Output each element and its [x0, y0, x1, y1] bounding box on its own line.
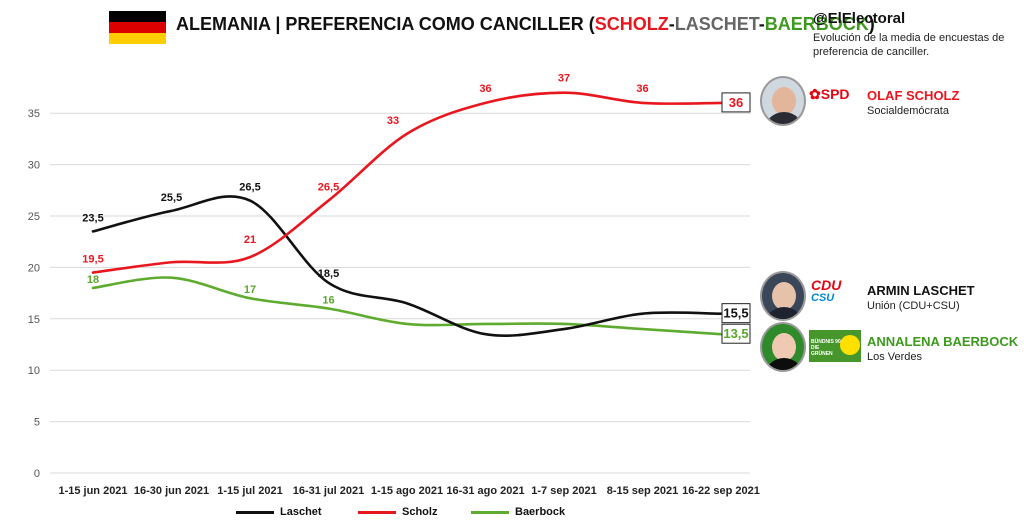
data-label-scholz: 36	[729, 95, 743, 110]
flag-stripe-black	[109, 11, 166, 22]
y-tick-label: 10	[28, 365, 40, 377]
legend-label-scholz: Scholz	[402, 506, 438, 518]
scholz-photo	[760, 76, 806, 126]
x-tick-label: 16-31 jul 2021	[293, 485, 365, 497]
data-label-scholz: 36	[479, 83, 491, 95]
candidate-laschet: CDU CSU ARMIN LASCHET Unión (CDU+CSU)	[760, 271, 1020, 327]
x-tick-label: 16-22 sep 2021	[682, 485, 760, 497]
candidate-party-baerbock: Los Verdes	[867, 351, 923, 363]
data-label-laschet: 23,5	[82, 212, 103, 224]
legend-item-scholz: Scholz	[358, 506, 437, 518]
legend-swatch-baerbock	[471, 510, 509, 514]
csu-logo-text: CSU	[811, 292, 835, 304]
title-prefix: ALEMANIA | PREFERENCIA COMO CANCILLER (	[176, 14, 595, 34]
title-scholz: SCHOLZ	[594, 14, 669, 34]
title-baerbock: BAERBOCK	[764, 14, 869, 34]
x-tick-label: 16-30 jun 2021	[134, 485, 209, 497]
x-tick-label: 1-15 jul 2021	[217, 485, 282, 497]
final-value-box-baerbock	[721, 323, 751, 344]
title-sep-2: -	[758, 14, 765, 34]
legend-label-baerbock: Baerbock	[515, 506, 566, 518]
title-suffix: )	[868, 14, 875, 34]
series-line-baerbock	[91, 276, 723, 336]
data-label-baerbock: 16	[322, 295, 334, 307]
candidate-scholz: ✿SPD OLAF SCHOLZ Socialdemócrata	[760, 76, 1020, 132]
y-tick-label: 30	[28, 160, 40, 172]
y-tick-label: 35	[28, 108, 40, 120]
cdu-logo-text: CDU	[811, 277, 842, 293]
x-tick-label: 1-15 ago 2021	[371, 485, 443, 497]
legend-swatch-scholz	[358, 510, 396, 514]
y-tick-label: 5	[34, 417, 40, 429]
data-label-baerbock: 13,5	[723, 326, 748, 341]
data-label-laschet: 25,5	[161, 192, 182, 204]
candidate-name-scholz: OLAF SCHOLZ	[867, 88, 960, 103]
final-value-box-scholz	[721, 92, 751, 113]
chart-subtitle: Evolución de la media de encuestas de pr…	[813, 32, 1005, 58]
x-tick-label: 16-31 ago 2021	[446, 485, 524, 497]
legend-item-baerbock: Baerbock	[471, 506, 565, 518]
sunflower-icon	[840, 335, 860, 355]
twitter-handle: @ElElectoral	[813, 10, 906, 27]
flag-stripe-red	[109, 22, 166, 33]
candidate-party-scholz: Socialdemócrata	[867, 105, 949, 117]
laschet-photo	[760, 271, 806, 321]
data-label-baerbock: 17	[244, 284, 256, 296]
greens-logo: BÜNDNIS 90 DIE GRÜNEN	[809, 330, 861, 362]
data-label-scholz: 37	[558, 73, 570, 85]
final-value-box-laschet	[721, 303, 751, 324]
series-line-laschet	[91, 195, 723, 337]
candidate-party-laschet: Unión (CDU+CSU)	[867, 300, 960, 312]
legend-label-laschet: Laschet	[280, 506, 322, 518]
candidate-name-laschet: ARMIN LASCHET	[867, 283, 975, 298]
title-laschet: LASCHET	[674, 14, 759, 34]
title-sep-1: -	[668, 14, 675, 34]
germany-flag-icon	[109, 11, 166, 44]
data-label-laschet: 18,5	[318, 268, 339, 280]
data-label-laschet: 15,5	[723, 306, 748, 321]
x-tick-label: 8-15 sep 2021	[607, 485, 679, 497]
x-tick-label: 1-7 sep 2021	[531, 485, 596, 497]
candidate-name-baerbock: ANNALENA BAERBOCK	[867, 334, 1019, 349]
y-tick-label: 20	[28, 262, 40, 274]
y-tick-label: 0	[34, 468, 40, 480]
greens-logo-text: BÜNDNIS 90 DIE GRÜNEN	[811, 339, 841, 357]
cdu-csu-logo: CDU CSU	[811, 277, 842, 305]
data-label-scholz: 26,5	[318, 182, 339, 194]
spd-logo: ✿SPD	[809, 86, 850, 103]
chart-title: ALEMANIA | PREFERENCIA COMO CANCILLER (S…	[176, 14, 875, 35]
data-label-scholz: 19,5	[82, 254, 103, 266]
flag-stripe-gold	[109, 33, 166, 44]
y-tick-label: 15	[28, 314, 40, 326]
baerbock-photo	[760, 322, 806, 372]
candidate-baerbock: BÜNDNIS 90 DIE GRÜNEN ANNALENA BAERBOCK …	[760, 322, 1020, 378]
legend-item-laschet: Laschet	[236, 506, 322, 518]
data-label-scholz: 36	[636, 83, 648, 95]
spd-rose-icon: ✿	[809, 86, 821, 102]
data-label-scholz: 33	[387, 115, 399, 127]
legend-swatch-laschet	[236, 510, 274, 514]
spd-logo-text: SPD	[820, 86, 850, 102]
data-label-scholz: 21	[244, 234, 256, 246]
data-label-baerbock: 18	[87, 274, 99, 286]
y-tick-label: 25	[28, 211, 40, 223]
series-line-scholz	[91, 91, 723, 274]
x-tick-label: 1-15 jun 2021	[58, 485, 127, 497]
data-label-laschet: 26,5	[239, 182, 260, 194]
